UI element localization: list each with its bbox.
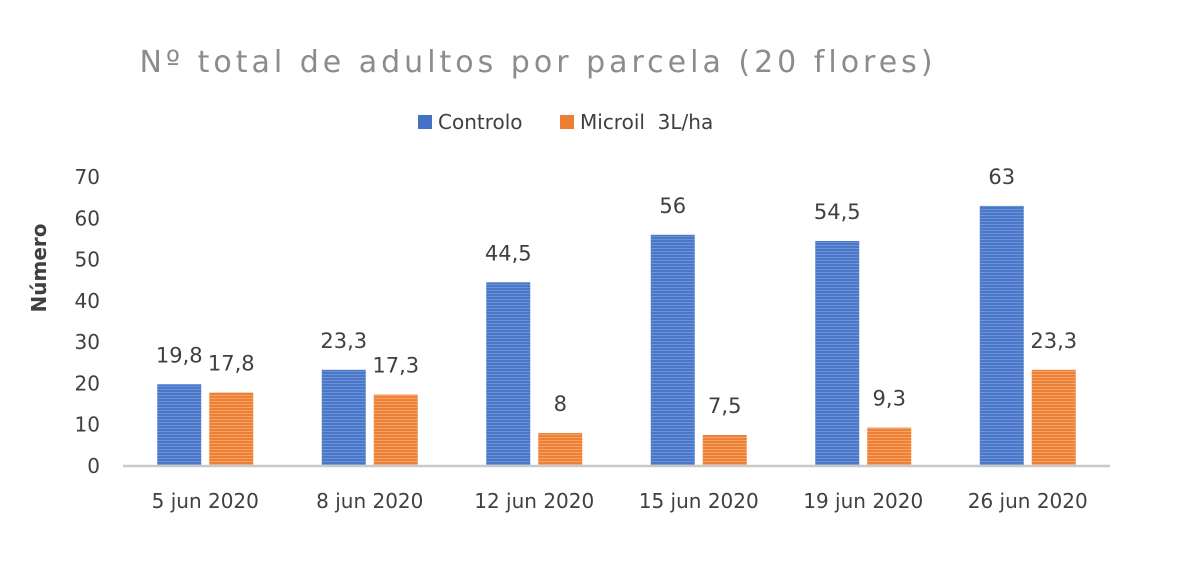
data-label: 17,3 <box>372 354 419 378</box>
y-tick-label: 60 <box>75 206 100 230</box>
bar-controlo-2 <box>321 369 366 466</box>
x-axis-ticks: 5 jun 2020 8 jun 2020 12 jun 2020 15 jun 20… <box>152 489 1088 513</box>
data-label: 8 <box>554 392 567 416</box>
bar-controlo-5 <box>815 240 860 466</box>
data-label: 23,3 <box>1030 329 1077 353</box>
x-tick-label: 8 jun 2020 <box>316 489 423 513</box>
bar-microil-4 <box>702 435 747 466</box>
y-axis-ticks: 0 10 20 30 40 50 60 70 <box>75 165 100 478</box>
data-label: 17,8 <box>208 352 255 376</box>
legend-label: Controlo <box>438 110 523 134</box>
legend: Controlo Microil 3L/ha <box>418 110 713 134</box>
bar-microil-1 <box>209 392 254 466</box>
x-tick-label: 26 jun 2020 <box>968 489 1088 513</box>
y-tick-label: 0 <box>87 454 100 478</box>
x-tick-label: 15 jun 2020 <box>639 489 759 513</box>
y-tick-label: 30 <box>75 330 100 354</box>
bar-microil-2 <box>373 394 418 466</box>
y-tick-label: 50 <box>75 248 100 272</box>
x-tick-label: 5 jun 2020 <box>152 489 259 513</box>
y-tick-label: 10 <box>75 413 100 437</box>
bar-microil-3 <box>538 432 583 466</box>
bar-controlo-1 <box>157 384 202 466</box>
data-label: 56 <box>659 194 686 218</box>
y-tick-label: 40 <box>75 289 100 313</box>
data-label: 63 <box>988 165 1015 189</box>
bar-microil-5 <box>867 427 912 466</box>
x-tick-label: 12 jun 2020 <box>474 489 594 513</box>
legend-swatch-controlo <box>418 115 432 129</box>
chart-title: Nº total de adultos por parcela (20 flor… <box>139 45 936 80</box>
bar-controlo-6 <box>979 205 1024 466</box>
y-axis-label: Número <box>27 224 51 313</box>
data-label: 44,5 <box>485 241 532 265</box>
legend-label: Microil 3L/ha <box>580 110 713 134</box>
data-label: 7,5 <box>708 394 741 418</box>
data-label: 23,3 <box>320 329 367 353</box>
data-label: 9,3 <box>873 387 906 411</box>
y-tick-label: 20 <box>75 371 100 395</box>
bar-controlo-4 <box>650 234 695 466</box>
legend-swatch-microil <box>560 115 574 129</box>
x-tick-label: 19 jun 2020 <box>803 489 923 513</box>
bar-controlo-3 <box>486 282 531 466</box>
bar-microil-6 <box>1031 369 1076 466</box>
data-label: 19,8 <box>156 343 203 367</box>
y-tick-label: 70 <box>75 165 100 189</box>
data-label: 54,5 <box>814 200 861 224</box>
bars <box>157 205 1076 466</box>
